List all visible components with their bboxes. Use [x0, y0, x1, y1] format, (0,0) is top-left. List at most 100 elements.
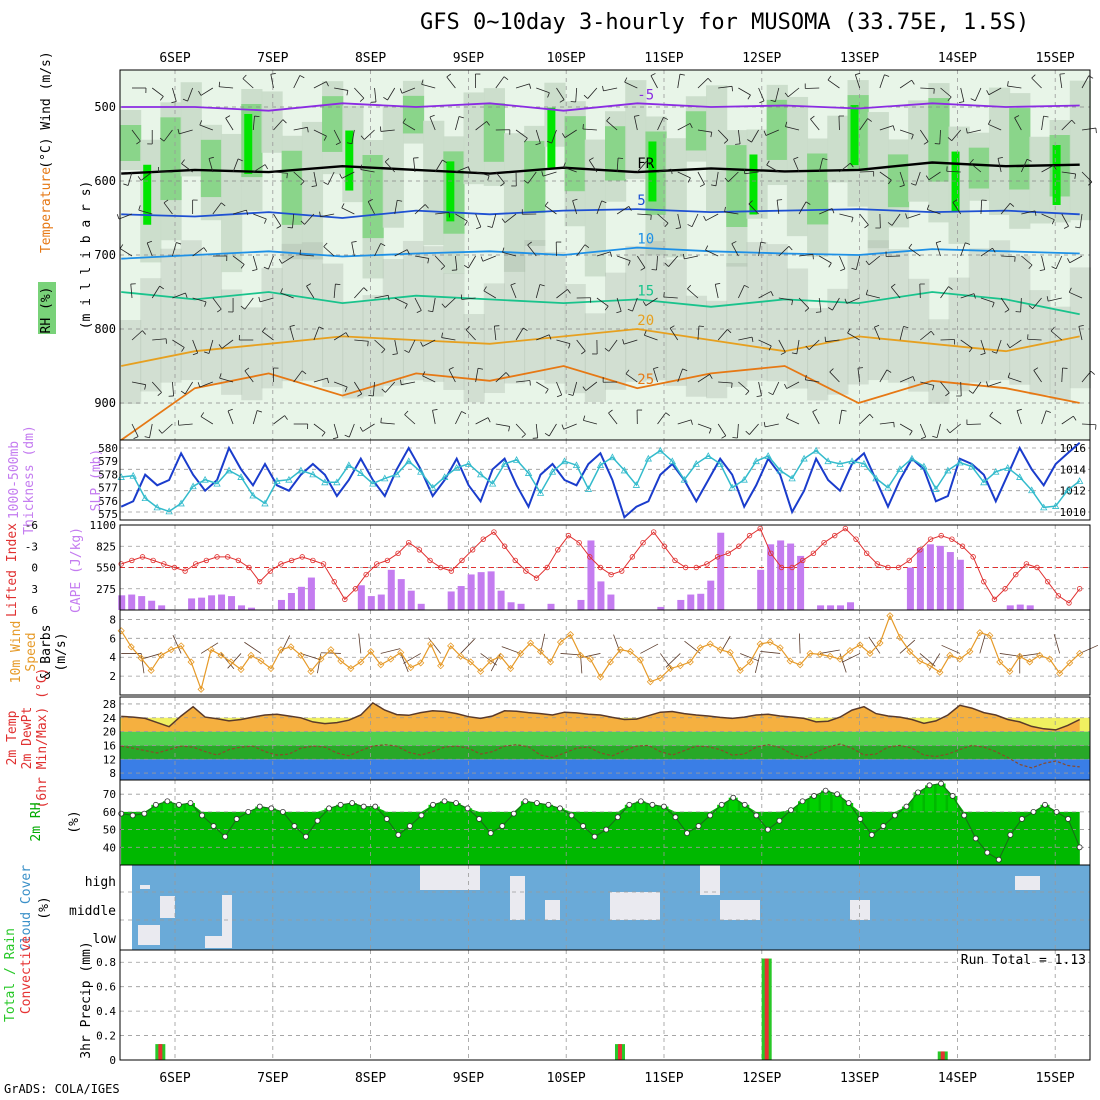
- wind-barb-flag: [650, 73, 656, 76]
- wind-barb-flag: [908, 243, 913, 249]
- wind-barb: [556, 87, 565, 100]
- rh-marker: [430, 801, 436, 808]
- li-marker: [203, 557, 210, 564]
- wind-barb: [1031, 77, 1042, 89]
- rh-cell: [887, 249, 910, 383]
- wind-barb: [293, 370, 303, 383]
- wind-barb: [493, 326, 497, 341]
- wind-barb-flag: [116, 214, 120, 220]
- wind-barb: [847, 332, 860, 341]
- wind-barb: [616, 255, 631, 262]
- wind-barb-flag: [1078, 324, 1084, 327]
- wind-barb-flag: [747, 139, 752, 143]
- wind-barb-flag: [991, 351, 997, 354]
- wind-barb-flag: [181, 159, 185, 164]
- wind-barb-flag: [421, 79, 424, 85]
- wind-barb-flag: [936, 240, 942, 244]
- wind-barb: [199, 124, 213, 131]
- wind-barb-flag: [397, 199, 403, 202]
- wind-barb-flag: [299, 249, 301, 255]
- wind-barb-flag: [237, 158, 243, 162]
- rh-cell: [928, 98, 950, 182]
- wind-barb: [737, 129, 741, 144]
- li-marker: [597, 564, 604, 571]
- wind10m-marker: [866, 649, 874, 658]
- wind-barb-flag: [545, 388, 549, 394]
- wind-barb: [572, 381, 578, 396]
- thickness-marker: [968, 462, 976, 470]
- wind10m-marker: [167, 646, 175, 654]
- wind-barb: [1041, 213, 1055, 221]
- isotherm-line: [121, 102, 1080, 112]
- rh-marker: [753, 812, 760, 819]
- li-marker: [331, 578, 337, 585]
- wind10m-barb: [501, 646, 521, 654]
- wind10m-marker: [666, 664, 674, 673]
- wind-barb: [465, 329, 476, 341]
- wind-barb: [127, 171, 133, 186]
- wind-barb: [758, 339, 772, 347]
- li-marker: [927, 536, 934, 542]
- wind-barb-flag: [899, 184, 905, 188]
- wind10m-line: [120, 614, 1081, 692]
- thickness-marker: [1075, 477, 1084, 484]
- rh-cell: [948, 277, 970, 392]
- thickness-marker: [249, 491, 257, 499]
- wind-barb-flag: [622, 339, 625, 345]
- temp-area: [121, 702, 1080, 732]
- wind-barb: [504, 213, 517, 223]
- wind-barb: [582, 128, 597, 131]
- wind-barb: [461, 297, 476, 300]
- wind10m-barb: [899, 639, 916, 654]
- wind-barb: [890, 286, 901, 299]
- wind10m-barb: [979, 634, 986, 654]
- wind-barb-flag: [360, 135, 365, 140]
- wind-barb: [827, 79, 840, 89]
- wind-barb: [313, 171, 317, 186]
- rh-marker: [360, 803, 367, 810]
- wind-barb-flag: [791, 352, 797, 355]
- thickness-marker: [369, 479, 377, 487]
- rh-cell: [301, 242, 324, 381]
- wind-barb: [262, 331, 274, 341]
- cape-bar: [687, 594, 695, 610]
- wind10m-marker: [497, 652, 505, 660]
- li-marker: [299, 554, 305, 560]
- wind-barb-flag: [432, 409, 438, 411]
- thickness-marker: [548, 467, 557, 475]
- y-tick-pressure: 800: [94, 322, 116, 336]
- wind-barb-flag: [707, 78, 712, 83]
- rh-marker: [788, 807, 794, 814]
- li-marker: [789, 564, 795, 571]
- footer-credit: GrADS: COLA/IGES: [4, 1082, 120, 1096]
- wind10m-barb: [754, 653, 761, 673]
- cape-bar: [198, 597, 206, 610]
- wind-barb-flag: [284, 415, 288, 420]
- thickness-marker: [584, 485, 593, 492]
- wind-barb: [536, 334, 550, 341]
- y-tick-pressure: 500: [94, 100, 116, 114]
- wind-barb-flag: [583, 94, 588, 99]
- wind-barb: [130, 284, 133, 299]
- li-marker: [778, 564, 785, 571]
- x-tick-bottom: 9SEP: [453, 1071, 484, 1086]
- wind-barb-flag: [442, 159, 447, 164]
- wind-barb: [657, 412, 667, 425]
- wind-barb: [1014, 117, 1022, 131]
- x-tick-top: 6SEP: [159, 51, 190, 66]
- wind-barb-flag: [968, 390, 974, 394]
- wind-barb: [413, 158, 416, 173]
- isotherm-label: FR: [637, 156, 654, 172]
- wind-barb-flag: [1068, 287, 1072, 293]
- temp-band: [120, 759, 1090, 780]
- rh-marker: [718, 801, 725, 808]
- wind10m-marker: [816, 650, 824, 658]
- wind-barb-flag: [892, 125, 895, 131]
- y-label-rh2m-unit: (%): [67, 810, 82, 833]
- wind-barb-flag: [874, 324, 880, 328]
- rh-marker: [453, 800, 459, 806]
- wind-barb: [637, 161, 647, 173]
- wind-barb-flag: [197, 382, 201, 388]
- wind-barb-flag: [616, 311, 622, 314]
- wind-barb-flag: [341, 203, 345, 209]
